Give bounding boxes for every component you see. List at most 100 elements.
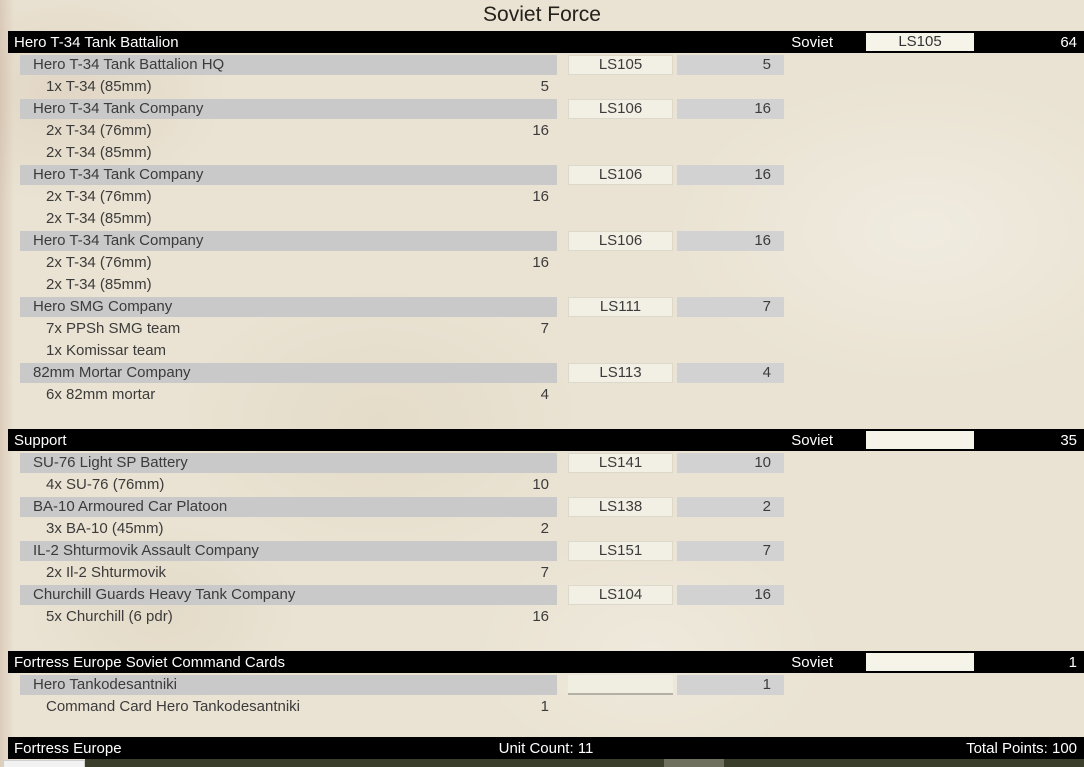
item-points: 5 xyxy=(540,78,549,95)
footer-force-name: Fortress Europe xyxy=(14,739,122,757)
unit-code-box[interactable]: LS141 xyxy=(568,453,673,473)
unit-code-box[interactable]: LS151 xyxy=(568,541,673,561)
unit-code-box[interactable]: LS105 xyxy=(568,55,673,75)
item-row: 3x BA-10 (45mm) 2 xyxy=(20,519,549,539)
item-points: 2 xyxy=(540,520,549,537)
item-row: 7x PPSh SMG team 7 xyxy=(20,319,549,339)
unit-points: 7 xyxy=(677,541,784,561)
section-nationality: Soviet xyxy=(791,33,833,51)
section-code-box[interactable] xyxy=(866,431,974,449)
item-row: 2x T-34 (76mm) 16 xyxy=(20,121,549,141)
unit-code-box[interactable]: LS113 xyxy=(568,363,673,383)
unit-name[interactable]: Hero Tankodesantniki xyxy=(20,675,557,695)
item-row: 2x T-34 (76mm) 16 xyxy=(20,187,549,207)
item-row: 4x SU-76 (76mm) 10 xyxy=(20,475,549,495)
unit-name[interactable]: SU-76 Light SP Battery xyxy=(20,453,557,473)
section-title: Hero T-34 Tank Battalion xyxy=(14,33,179,51)
section-nationality: Soviet xyxy=(791,431,833,449)
unit-code-box[interactable]: LS111 xyxy=(568,297,673,317)
unit-points: 1 xyxy=(677,675,784,695)
unit-name[interactable]: Hero T-34 Tank Company xyxy=(20,231,557,251)
section-header: Fortress Europe Soviet Command Cards Sov… xyxy=(8,651,1084,673)
item-name: 2x T-34 (85mm) xyxy=(46,144,152,161)
unit-row: IL-2 Shturmovik Assault Company LS151 7 xyxy=(20,541,1084,561)
unit-code-box[interactable]: LS104 xyxy=(568,585,673,605)
unit-points: 16 xyxy=(677,585,784,605)
next-force-bar xyxy=(85,759,1084,767)
section-points: 64 xyxy=(1060,33,1077,51)
unit-name[interactable]: Hero T-34 Tank Battalion HQ xyxy=(20,55,557,75)
item-name: 5x Churchill (6 pdr) xyxy=(46,608,173,625)
section-nationality: Soviet xyxy=(791,653,833,671)
item-row: 2x Il-2 Shturmovik 7 xyxy=(20,563,549,583)
unit-row: Hero Tankodesantniki 1 xyxy=(20,675,1084,695)
force-section: Support Soviet 35 SU-76 Light SP Battery… xyxy=(0,429,1084,627)
unit-points: 4 xyxy=(677,363,784,383)
unit-name[interactable]: 82mm Mortar Company xyxy=(20,363,557,383)
unit-row: Hero T-34 Tank Company LS106 16 xyxy=(20,231,1084,251)
unit-points: 2 xyxy=(677,497,784,517)
item-row: 2x T-34 (85mm) xyxy=(20,143,549,163)
force-section: Hero T-34 Tank Battalion Soviet LS105 64… xyxy=(0,31,1084,405)
section-title: Fortress Europe Soviet Command Cards xyxy=(14,653,285,671)
item-name: 4x SU-76 (76mm) xyxy=(46,476,165,493)
unit-points: 5 xyxy=(677,55,784,75)
unit-name[interactable]: Hero SMG Company xyxy=(20,297,557,317)
unit-code-box[interactable]: LS106 xyxy=(568,231,673,251)
unit-name[interactable]: Hero T-34 Tank Company xyxy=(20,165,557,185)
item-points: 4 xyxy=(540,386,549,403)
section-rows: Hero T-34 Tank Battalion HQ LS105 5 1x T… xyxy=(0,55,1084,405)
unit-row: Hero T-34 Tank Company LS106 16 xyxy=(20,165,1084,185)
unit-row: SU-76 Light SP Battery LS141 10 xyxy=(20,453,1084,473)
item-name: 2x T-34 (85mm) xyxy=(46,276,152,293)
unit-row: Hero SMG Company LS111 7 xyxy=(20,297,1084,317)
unit-points: 7 xyxy=(677,297,784,317)
item-name: 2x Il-2 Shturmovik xyxy=(46,564,167,581)
page-title: Soviet Force xyxy=(483,3,601,26)
unit-name[interactable]: Churchill Guards Heavy Tank Company xyxy=(20,585,557,605)
item-name: Command Card Hero Tankodesantniki xyxy=(46,698,301,715)
unit-name[interactable]: IL-2 Shturmovik Assault Company xyxy=(20,541,557,561)
section-code-box[interactable]: LS105 xyxy=(866,33,974,51)
item-row: 2x T-34 (85mm) xyxy=(20,275,549,295)
item-points: 7 xyxy=(540,320,549,337)
unit-points: 16 xyxy=(677,99,784,119)
footer-bar: Fortress Europe Unit Count: 11 Total Poi… xyxy=(8,737,1084,759)
item-points: 1 xyxy=(540,698,549,715)
item-name: 6x 82mm mortar xyxy=(46,386,156,403)
unit-name[interactable]: Hero T-34 Tank Company xyxy=(20,99,557,119)
item-name: 1x Komissar team xyxy=(46,342,167,359)
section-rows: Hero Tankodesantniki 1 Command Card Hero… xyxy=(0,675,1084,717)
item-name: 2x T-34 (76mm) xyxy=(46,122,152,139)
unit-code-box[interactable]: LS106 xyxy=(568,99,673,119)
unit-row: Churchill Guards Heavy Tank Company LS10… xyxy=(20,585,1084,605)
item-row: 5x Churchill (6 pdr) 16 xyxy=(20,607,549,627)
section-code-box[interactable] xyxy=(866,653,974,671)
bottom-input[interactable] xyxy=(3,760,85,767)
unit-code-box[interactable]: LS106 xyxy=(568,165,673,185)
force-section: Fortress Europe Soviet Command Cards Sov… xyxy=(0,651,1084,717)
item-row: 2x T-34 (76mm) 16 xyxy=(20,253,549,273)
unit-code-box[interactable] xyxy=(568,675,673,695)
item-points: 16 xyxy=(532,608,549,625)
item-points: 7 xyxy=(540,564,549,581)
item-name: 2x T-34 (76mm) xyxy=(46,254,152,271)
unit-points: 10 xyxy=(677,453,784,473)
unit-row: 82mm Mortar Company LS113 4 xyxy=(20,363,1084,383)
item-row: Command Card Hero Tankodesantniki 1 xyxy=(20,697,549,717)
unit-name[interactable]: BA-10 Armoured Car Platoon xyxy=(20,497,557,517)
section-header: Support Soviet 35 xyxy=(8,429,1084,451)
item-points: 10 xyxy=(532,476,549,493)
item-points: 16 xyxy=(532,122,549,139)
footer-total-points: Total Points: 100 xyxy=(966,739,1077,757)
unit-points: 16 xyxy=(677,165,784,185)
item-name: 2x T-34 (85mm) xyxy=(46,210,152,227)
item-row: 6x 82mm mortar 4 xyxy=(20,385,549,405)
unit-code-box[interactable]: LS138 xyxy=(568,497,673,517)
item-row: 2x T-34 (85mm) xyxy=(20,209,549,229)
item-points: 16 xyxy=(532,254,549,271)
item-name: 1x T-34 (85mm) xyxy=(46,78,152,95)
section-header: Hero T-34 Tank Battalion Soviet LS105 64 xyxy=(8,31,1084,53)
footer-unit-count: Unit Count: 11 xyxy=(498,739,594,757)
